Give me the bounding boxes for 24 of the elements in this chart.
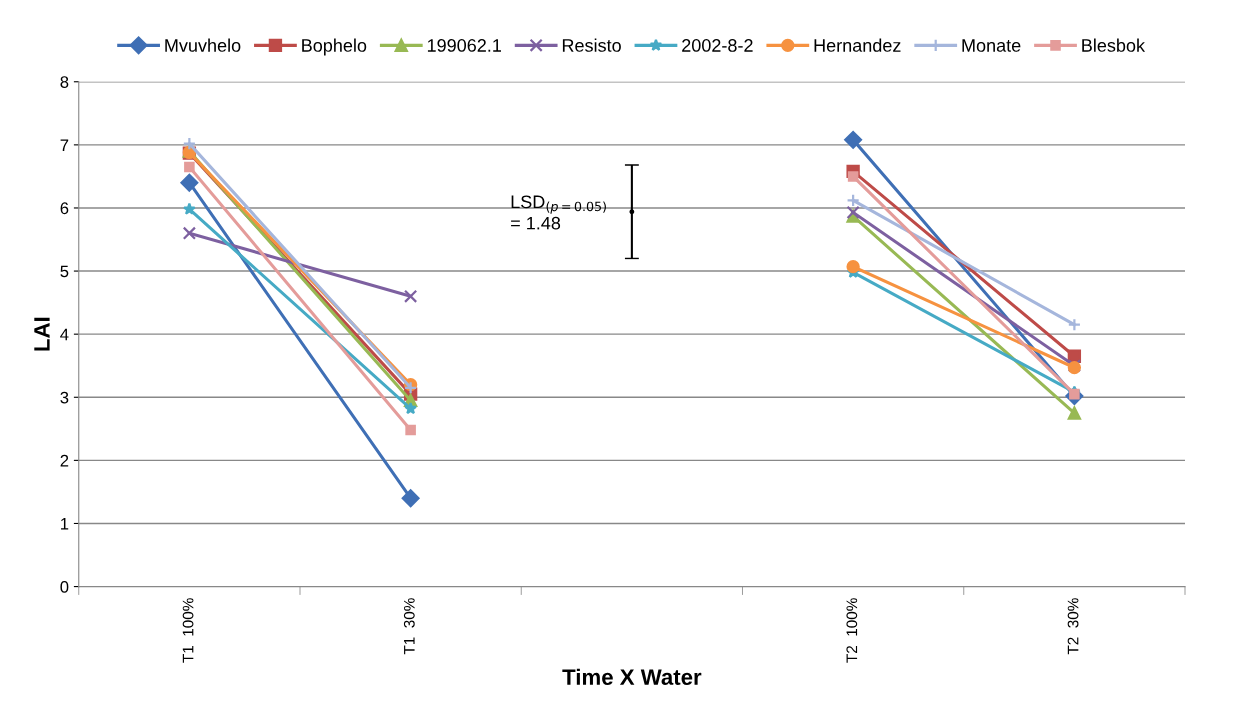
y-tick-label: 7 xyxy=(60,139,69,151)
y-tick-label: 1 xyxy=(61,518,69,530)
legend-label: Monate xyxy=(962,39,1021,52)
annotation: LSD$_{(p=0.05)}$ = 1.48 xyxy=(511,195,606,230)
y-tick-label: 2 xyxy=(60,454,69,467)
y-tick-label: 3 xyxy=(60,391,69,404)
legend-label: Blesbok xyxy=(1082,38,1146,52)
y-tick-label: 5 xyxy=(60,265,69,278)
y-tick-label: 0 xyxy=(60,580,69,593)
legend-label: Resisto xyxy=(562,38,621,52)
x-tick-label: T2 100% xyxy=(846,598,858,663)
legend-label: 2002-8-2 xyxy=(682,39,753,52)
y-tick-label: 6 xyxy=(60,202,69,215)
legend-label: Hernandez xyxy=(814,38,901,52)
x-tick-label: T2 30% xyxy=(1067,598,1079,655)
legend-label: Bophelo xyxy=(302,38,367,56)
y-axis-title: LAI xyxy=(34,317,50,351)
legend-label: Mvuvhelo xyxy=(165,38,241,52)
legend-label: 199062.1 xyxy=(427,39,501,52)
y-tick-label: 4 xyxy=(60,328,69,341)
x-tick-label: T1 100% xyxy=(182,598,194,663)
y-tick-label: 8 xyxy=(60,76,69,88)
x-axis-title: Time X Water xyxy=(562,668,702,685)
x-tick-label: T1 30% xyxy=(403,598,415,655)
